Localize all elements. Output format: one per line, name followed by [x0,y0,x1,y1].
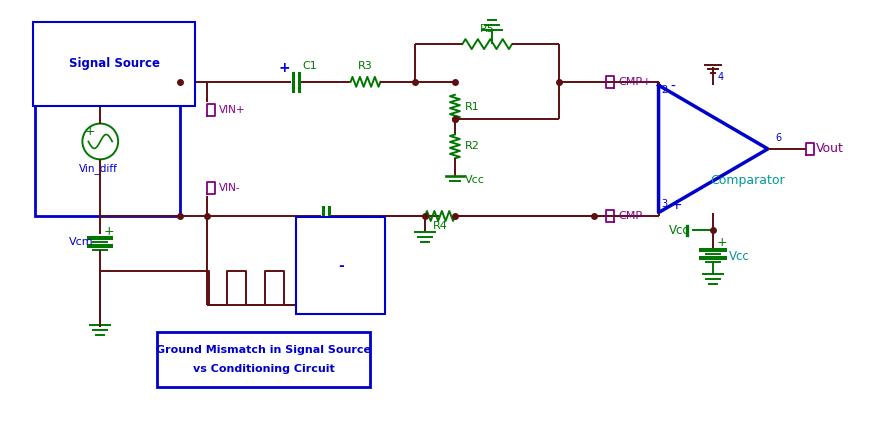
Text: Signal Source: Signal Source [69,58,160,70]
Text: C1: C1 [302,61,317,71]
Text: -: - [311,223,317,241]
Text: Ground Mismatch in Signal Source: Ground Mismatch in Signal Source [156,345,371,354]
Text: R3: R3 [358,61,373,71]
Text: -: - [338,258,343,273]
Text: CMP-: CMP- [619,211,646,221]
Text: VIN-: VIN- [218,183,240,193]
Text: Vout: Vout [816,142,843,155]
Text: +: + [716,236,727,249]
Text: 6: 6 [776,133,782,143]
Text: Vcm: Vcm [69,237,93,247]
Text: -: - [670,80,675,94]
Text: Vcc: Vcc [668,224,690,237]
Text: Vcc: Vcc [729,250,750,263]
Text: R1: R1 [464,102,479,112]
Text: +: + [85,125,95,138]
Text: Comparator: Comparator [711,174,785,187]
Text: 4: 4 [717,72,723,82]
Text: CMP+: CMP+ [619,77,653,87]
Text: 3: 3 [661,199,668,209]
Text: vs Conditioning Circuit: vs Conditioning Circuit [192,364,335,374]
Text: R2: R2 [464,141,479,152]
Text: 2: 2 [661,85,668,95]
Text: Vcc: Vcc [464,175,485,185]
Text: R5: R5 [479,24,494,34]
Text: VIN+: VIN+ [218,105,245,115]
Text: +: + [278,61,290,75]
Text: Vin_diff: Vin_diff [79,163,117,174]
Text: R4: R4 [433,221,448,231]
Text: C2 1u: C2 1u [332,222,364,232]
Text: +: + [103,225,114,238]
Text: +: + [670,197,682,212]
